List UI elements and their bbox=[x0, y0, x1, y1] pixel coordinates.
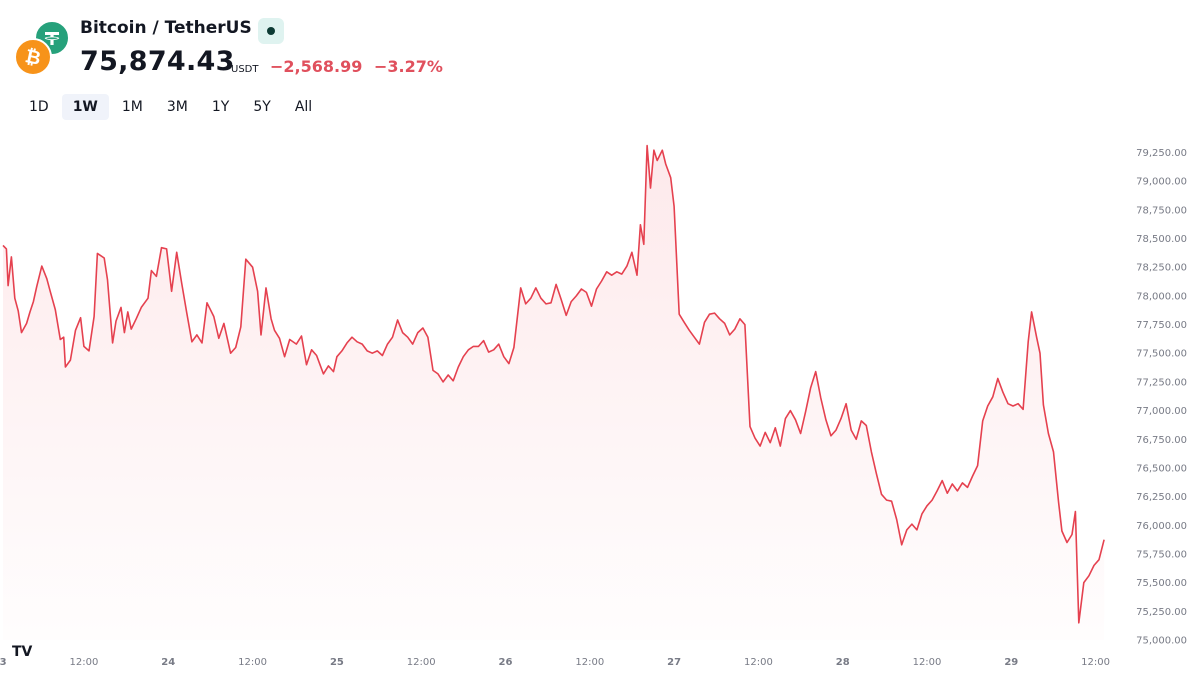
pair-icons: ₿ bbox=[14, 20, 72, 78]
y-tick-label: 76,000.00 bbox=[1136, 521, 1187, 532]
x-tick-label: 12:00 bbox=[575, 657, 604, 668]
price-change-percent: −3.27% bbox=[374, 57, 443, 76]
y-tick-label: 77,750.00 bbox=[1136, 320, 1187, 331]
x-tick-label: 25 bbox=[330, 657, 344, 668]
y-tick-label: 76,500.00 bbox=[1136, 463, 1187, 474]
y-tick-label: 78,250.00 bbox=[1136, 263, 1187, 274]
y-tick-label: 75,750.00 bbox=[1136, 550, 1187, 561]
x-tick-label: 12:00 bbox=[407, 657, 436, 668]
price-change-absolute: −2,568.99 bbox=[270, 57, 363, 76]
range-tab-5y[interactable]: 5Y bbox=[253, 99, 271, 115]
range-tab-1y[interactable]: 1Y bbox=[211, 99, 230, 115]
y-tick-label: 77,500.00 bbox=[1136, 349, 1187, 360]
symbol-header: ₿ Bitcoin / TetherUS 75,874.43 USDT −2,5… bbox=[0, 0, 1200, 90]
y-tick-label: 77,000.00 bbox=[1136, 406, 1187, 417]
x-tick-label: 29 bbox=[1004, 657, 1018, 668]
y-tick-label: 75,500.00 bbox=[1136, 578, 1187, 589]
y-tick-label: 75,250.00 bbox=[1136, 607, 1187, 618]
y-tick-label: 78,500.00 bbox=[1136, 234, 1187, 245]
y-tick-label: 76,250.00 bbox=[1136, 492, 1187, 503]
y-tick-label: 79,250.00 bbox=[1136, 148, 1187, 159]
y-tick-label: 76,750.00 bbox=[1136, 435, 1187, 446]
svg-text:₿: ₿ bbox=[23, 45, 43, 70]
range-tab-all[interactable]: All bbox=[294, 99, 313, 115]
x-tick-label: 27 bbox=[667, 657, 681, 668]
y-tick-label: 75,000.00 bbox=[1136, 636, 1187, 647]
last-price: 75,874.43 bbox=[80, 46, 235, 77]
x-tick-label: 12:00 bbox=[744, 657, 773, 668]
x-tick-label: 12:00 bbox=[913, 657, 942, 668]
range-tab-1w[interactable]: 1W bbox=[61, 94, 109, 120]
x-tick-label: 12:00 bbox=[69, 657, 98, 668]
x-tick-label: 12:00 bbox=[1081, 657, 1110, 668]
y-tick-label: 78,000.00 bbox=[1136, 291, 1187, 302]
price-currency: USDT bbox=[231, 64, 259, 75]
market-status-badge[interactable] bbox=[258, 18, 284, 44]
status-dot-icon bbox=[267, 27, 275, 35]
tradingview-logo-icon[interactable]: TV bbox=[12, 644, 33, 660]
bitcoin-icon: ₿ bbox=[14, 38, 52, 76]
time-range-selector: 1D 1W 1M 3M 1Y 5Y All bbox=[18, 94, 325, 120]
pair-title[interactable]: Bitcoin / TetherUS bbox=[80, 18, 252, 38]
x-tick-label: 23 bbox=[0, 657, 7, 668]
range-tab-3m[interactable]: 3M bbox=[166, 99, 188, 115]
x-tick-label: 12:00 bbox=[238, 657, 267, 668]
range-tab-1m[interactable]: 1M bbox=[121, 99, 143, 115]
range-tab-1d[interactable]: 1D bbox=[29, 99, 49, 115]
x-tick-label: 24 bbox=[161, 657, 175, 668]
y-tick-label: 78,750.00 bbox=[1136, 205, 1187, 216]
price-line[interactable] bbox=[2, 144, 1105, 624]
x-tick-label: 28 bbox=[836, 657, 850, 668]
y-tick-label: 77,250.00 bbox=[1136, 377, 1187, 388]
x-tick-label: 26 bbox=[499, 657, 513, 668]
y-tick-label: 79,000.00 bbox=[1136, 177, 1187, 188]
price-area-fill bbox=[3, 145, 1105, 640]
